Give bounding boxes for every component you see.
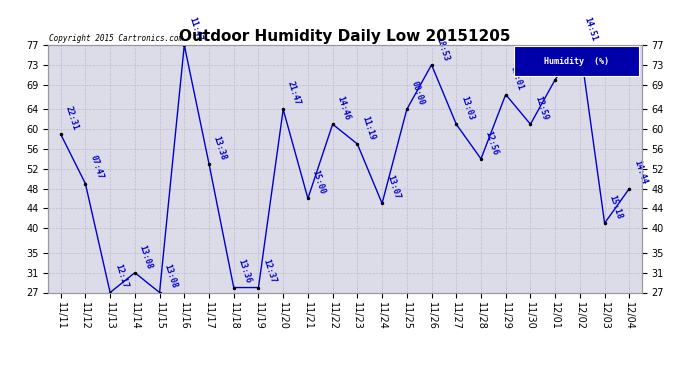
Text: 18:53: 18:53 (434, 36, 451, 62)
Text: 07:47: 07:47 (88, 154, 104, 181)
Text: 13:08: 13:08 (137, 243, 154, 270)
Text: 00:00: 00:00 (410, 80, 426, 106)
Text: 11:47: 11:47 (187, 16, 204, 42)
Text: 12:59: 12:59 (533, 95, 549, 122)
Title: Outdoor Humidity Daily Low 20151205: Outdoor Humidity Daily Low 20151205 (179, 29, 511, 44)
Text: 13:03: 13:03 (459, 95, 475, 122)
Text: 14:51: 14:51 (558, 50, 574, 77)
Text: 12:17: 12:17 (113, 263, 129, 290)
FancyBboxPatch shape (514, 46, 639, 76)
Text: 14:51: 14:51 (582, 16, 599, 42)
Text: 14:44: 14:44 (632, 159, 649, 186)
Text: 02:01: 02:01 (509, 65, 525, 92)
Text: 13:38: 13:38 (212, 135, 228, 161)
Text: Humidity  (%): Humidity (%) (544, 57, 609, 66)
Text: 12:37: 12:37 (262, 258, 277, 285)
Text: 13:36: 13:36 (237, 258, 253, 285)
Text: 13:07: 13:07 (385, 174, 401, 201)
Text: 22:31: 22:31 (63, 105, 80, 131)
Text: Copyright 2015 Cartronics.com: Copyright 2015 Cartronics.com (49, 33, 183, 42)
Text: 15:00: 15:00 (310, 169, 327, 196)
Text: 21:47: 21:47 (286, 80, 302, 106)
Text: 14:46: 14:46 (335, 95, 352, 122)
Text: 12:56: 12:56 (484, 129, 500, 156)
Text: 15:18: 15:18 (607, 194, 624, 220)
Text: 13:08: 13:08 (162, 263, 179, 290)
Text: 11:19: 11:19 (360, 115, 377, 141)
